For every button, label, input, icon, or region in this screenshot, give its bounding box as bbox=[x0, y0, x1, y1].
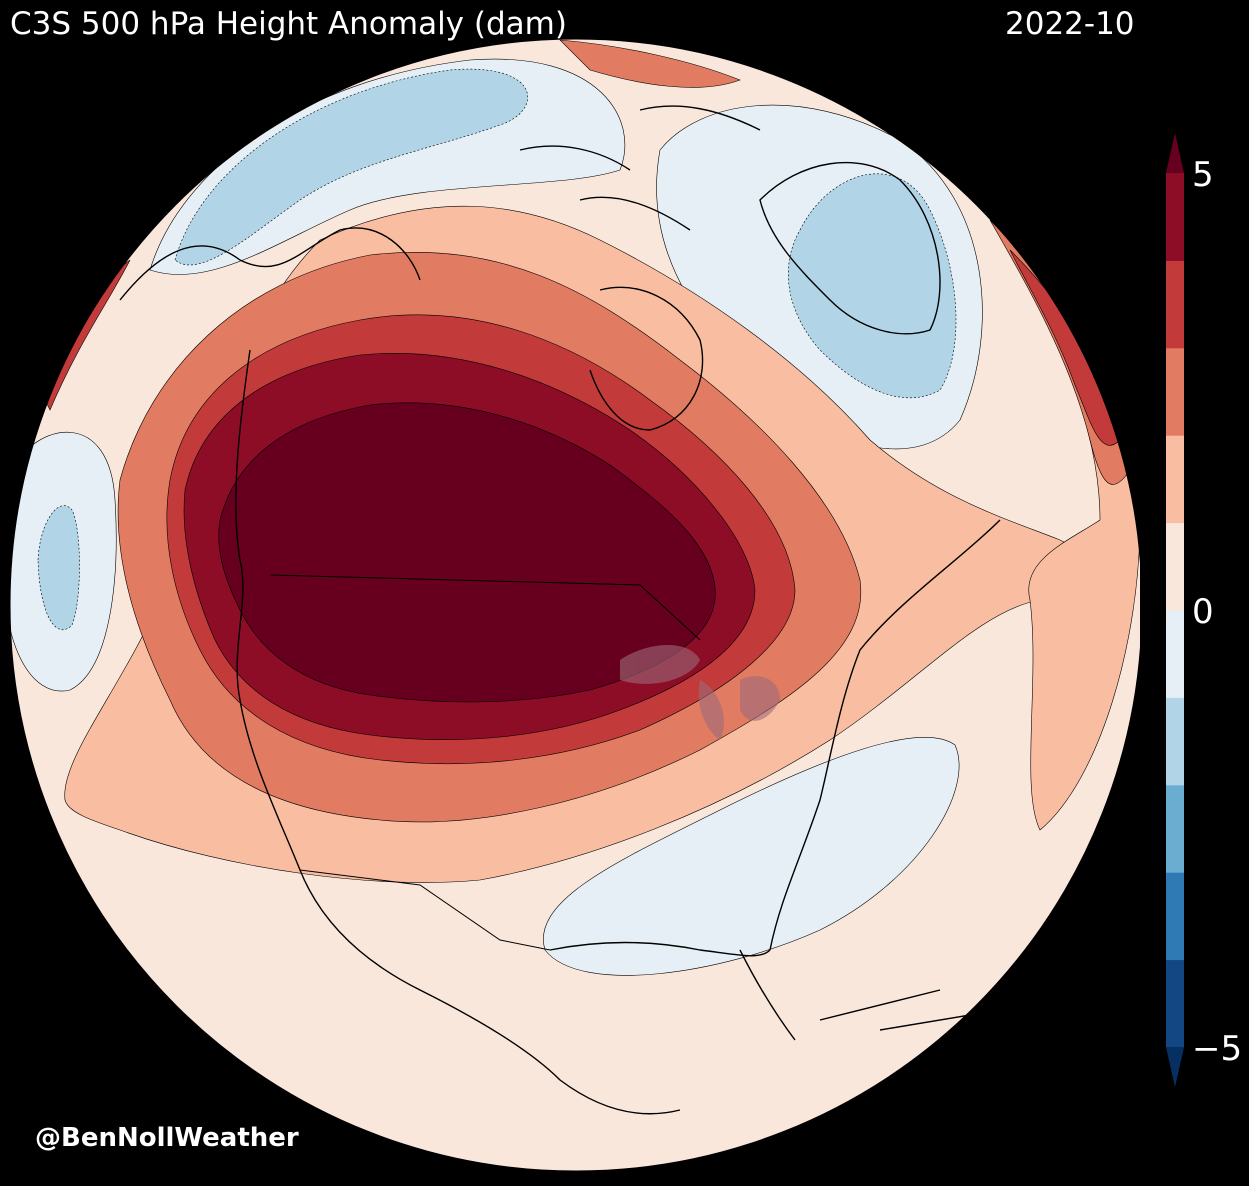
greenland-negative-core bbox=[788, 173, 957, 399]
author-credit: @BenNollWeather bbox=[35, 1123, 299, 1153]
pacific-negative-core bbox=[37, 505, 80, 630]
globe-outline bbox=[9, 38, 1140, 1172]
great-lakes bbox=[620, 645, 780, 740]
colorbar-segment bbox=[1166, 697, 1184, 786]
colorbar-tick-max: 5 bbox=[1192, 155, 1214, 195]
caribbean-islands bbox=[819, 989, 971, 1031]
arctic-negative-core bbox=[174, 68, 528, 266]
colorbar-segment bbox=[1166, 435, 1184, 524]
arctic-positive-edge bbox=[559, 39, 741, 88]
map-date: 2022-10 bbox=[1005, 6, 1135, 42]
west-coast-outline bbox=[235, 349, 681, 1115]
colorbar bbox=[1166, 133, 1184, 1087]
colorbar-segment bbox=[1166, 260, 1184, 349]
map-title: C3S 500 hPa Height Anomaly (dam) bbox=[10, 6, 567, 42]
southeast-us-negative-region bbox=[543, 737, 960, 976]
canadian-archipelago-outline bbox=[519, 105, 761, 231]
gulf-coast-outline bbox=[549, 941, 771, 957]
greenland-outline bbox=[759, 161, 941, 335]
colorbar-segment bbox=[1166, 959, 1184, 1048]
positive-anomaly-max bbox=[218, 402, 716, 703]
colorbar-segment bbox=[1166, 610, 1184, 698]
coastlines-and-borders bbox=[119, 105, 1001, 1115]
hudson-bay-outline bbox=[589, 286, 704, 431]
colorbar-segment bbox=[1166, 347, 1184, 436]
colorbar-segment bbox=[1166, 784, 1184, 873]
florida-outline bbox=[739, 949, 796, 1041]
colorbar-tick-zero: 0 bbox=[1192, 592, 1214, 632]
us-mexico-border bbox=[299, 869, 551, 951]
colorbar-segment bbox=[1166, 522, 1184, 611]
anomaly-contours bbox=[10, 39, 1140, 1171]
colorbar-extend-high bbox=[1166, 133, 1184, 173]
colorbar-segment bbox=[1166, 173, 1184, 261]
colorbar-tick-min: −5 bbox=[1192, 1029, 1243, 1069]
colorbar-extend-low bbox=[1166, 1047, 1184, 1087]
alaska-outline bbox=[119, 227, 421, 301]
us-canada-border bbox=[269, 574, 701, 641]
height-anomaly-map bbox=[9, 38, 1140, 1172]
east-coast-outline bbox=[769, 519, 1001, 951]
colorbar-segment bbox=[1166, 872, 1184, 961]
